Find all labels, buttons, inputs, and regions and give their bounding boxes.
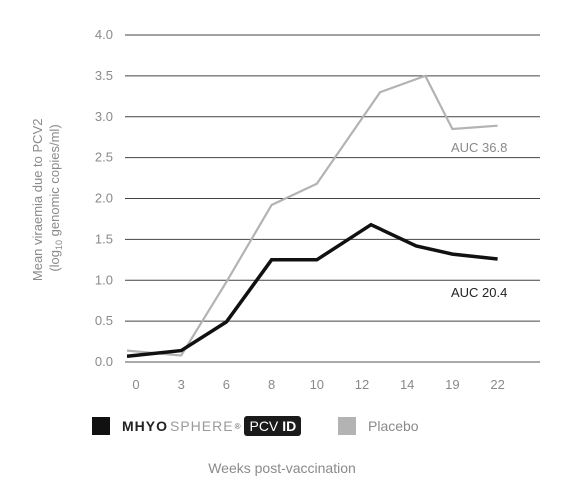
annotation-auc-placebo: AUC 36.8 [451,140,507,155]
series-lines [126,74,498,359]
brand-badge-pcv: PCV [249,418,279,434]
x-tick-label: 19 [445,377,459,392]
series-line-mhyosphere [126,222,498,359]
y-tick-label: 0.5 [95,313,113,328]
x-axis-ticks: 0 3 6 8 10 12 14 19 22 [132,377,504,392]
x-axis-label: Weeks post-vaccination [208,460,356,476]
y-tick-label: 0.0 [95,354,113,369]
y-tick-label: 2.5 [95,150,113,165]
x-tick-label: 12 [355,377,369,392]
x-tick-label: 0 [132,377,139,392]
y-tick-label: 1.5 [95,231,113,246]
y-axis-label-line2-prefix: (log [47,250,62,272]
brand-sphere: SPHERE [170,418,234,434]
y-tick-label: 3.5 [95,68,113,83]
legend-swatch-placebo [338,417,356,435]
y-axis-ticks: 0.0 0.5 1.0 1.5 2.0 2.5 3.0 3.5 4.0 [95,27,113,369]
x-tick-label: 10 [310,377,324,392]
y-axis-label: Mean viraemia due to PCV2 (log10 genomic… [30,115,64,281]
y-axis-label-line1: Mean viraemia due to PCV2 [30,119,45,282]
y-tick-label: 2.0 [95,191,113,206]
legend-item-mhyosphere: MHYO SPHERE ® PCV ID [92,414,302,438]
gridlines [125,34,540,363]
x-tick-label: 3 [178,377,185,392]
brand-mhyo: MHYO [122,418,168,434]
y-axis-label-line2-suffix: genomic copies/ml) [47,124,62,240]
x-tick-label: 8 [268,377,275,392]
x-tick-label: 6 [223,377,230,392]
x-tick-label: 22 [490,377,504,392]
series-line-placebo [126,74,498,357]
legend-label-placebo: Placebo [368,418,419,434]
annotation-auc-mhyosphere: AUC 20.4 [451,285,507,300]
brand-badge: PCV ID [244,416,302,436]
y-tick-label: 3.0 [95,109,113,124]
y-axis-label-line2-sub: 10 [54,240,64,250]
brand-badge-id: ID [282,418,297,434]
legend-item-placebo: Placebo [338,414,419,438]
y-tick-label: 4.0 [95,27,113,42]
y-tick-label: 1.0 [95,272,113,287]
brand-registered-mark: ® [234,421,241,431]
x-tick-label: 14 [400,377,414,392]
legend-swatch-mhyosphere [92,417,110,435]
mhyosphere-pcv-id-logo: MHYO SPHERE ® PCV ID [122,416,302,436]
